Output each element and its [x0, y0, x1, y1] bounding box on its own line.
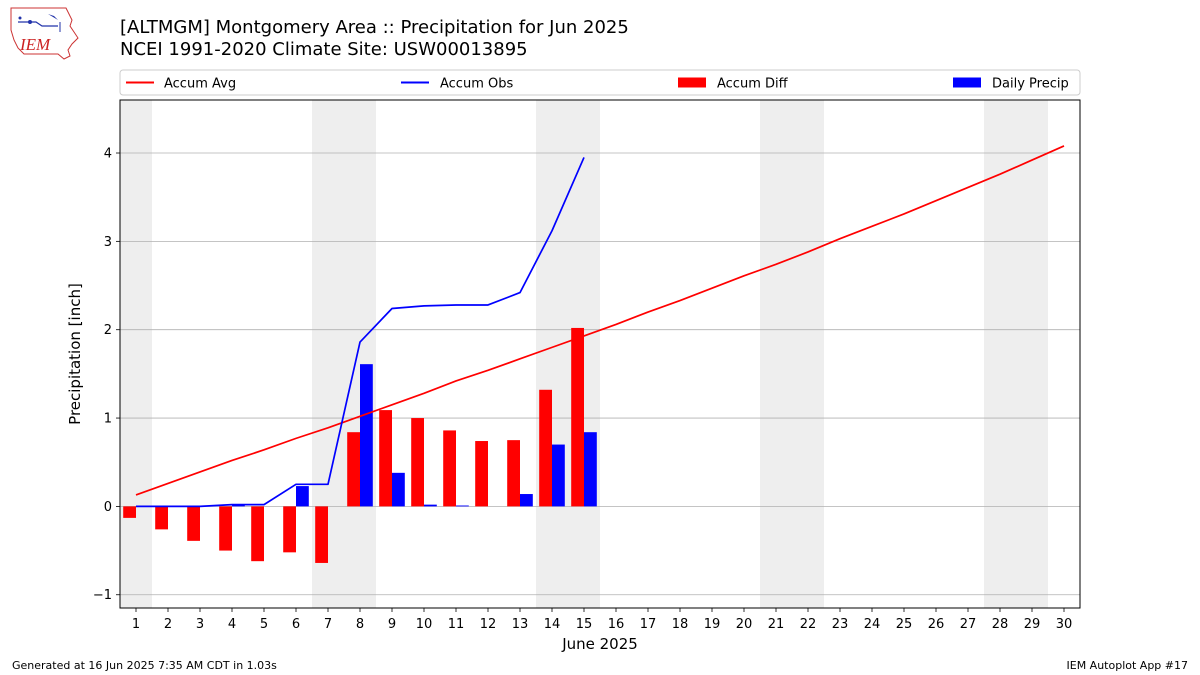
legend-box: [119, 69, 1081, 96]
x-tick-label: 10: [416, 617, 433, 632]
accum-diff-bar: [347, 432, 360, 507]
x-tick-label: 7: [324, 617, 332, 632]
y-tick-label: 3: [104, 235, 112, 250]
x-tick-label: 8: [356, 617, 364, 632]
chart-title: [ALTMGM] Montgomery Area :: Precipitatio…: [120, 17, 629, 38]
accum-diff-bar: [283, 506, 296, 553]
weekend-shade: [344, 100, 376, 608]
x-tick-label: 6: [292, 617, 300, 632]
y-axis-label: Precipitation [inch]: [66, 283, 84, 425]
x-tick-label: 23: [832, 617, 849, 632]
daily-precip-bar: [424, 504, 437, 507]
daily-precip-bar: [520, 494, 533, 507]
accum-diff-bar: [571, 327, 584, 507]
x-tick-label: 16: [608, 617, 625, 632]
plot-frame: [119, 99, 1081, 609]
accum-diff-bar: [411, 418, 424, 507]
x-tick-label: 11: [448, 617, 465, 632]
accum-diff-bar: [219, 506, 232, 551]
x-tick-label: 24: [864, 617, 881, 632]
x-tick-label: 15: [576, 617, 593, 632]
daily-precip-bar: [552, 444, 565, 507]
weekend-shade: [760, 100, 792, 608]
x-tick-label: 5: [260, 617, 268, 632]
x-tick-label: 12: [480, 617, 497, 632]
x-tick-label: 21: [768, 617, 785, 632]
weekend-shade: [984, 100, 1016, 608]
x-tick-label: 19: [704, 617, 721, 632]
accum-diff-bar: [187, 506, 200, 541]
accum-diff-bar: [443, 430, 456, 507]
legend-accum-diff-swatch: [678, 77, 706, 88]
y-tick-label: −1: [93, 588, 112, 603]
legend-accum-avg-label: Accum Avg: [164, 77, 236, 92]
accum-diff-bar: [539, 389, 552, 507]
accum-diff-bar: [379, 410, 392, 507]
accum-diff-bar: [123, 506, 136, 518]
legend-daily-precip-label: Daily Precip: [992, 77, 1069, 92]
x-tick-label: 25: [896, 617, 913, 632]
x-tick-label: 18: [672, 617, 689, 632]
accum-diff-bar: [155, 506, 168, 530]
x-tick-label: 29: [1024, 617, 1041, 632]
x-tick-label: 17: [640, 617, 657, 632]
weekend-shade: [1016, 100, 1048, 608]
x-tick-label: 3: [196, 617, 204, 632]
accum-avg-line: [135, 145, 1065, 496]
accum-diff-bar: [475, 441, 488, 507]
y-tick-label: 0: [104, 500, 112, 515]
daily-precip-bar: [232, 504, 245, 507]
app-label: IEM Autoplot App #17: [1066, 659, 1189, 672]
x-tick-label: 20: [736, 617, 753, 632]
chart-subtitle: NCEI 1991-2020 Climate Site: USW00013895: [120, 39, 528, 60]
daily-precip-bar: [456, 505, 469, 507]
weekend-shade: [120, 100, 152, 608]
x-tick-label: 27: [960, 617, 977, 632]
x-tick-label: 2: [164, 617, 172, 632]
weekend-shade: [536, 100, 568, 608]
accum-obs-line: [136, 157, 585, 508]
x-tick-label: 9: [388, 617, 396, 632]
x-axis-label: June 2025: [561, 635, 638, 653]
daily-precip-bar: [584, 432, 597, 507]
x-tick-label: 1: [132, 617, 140, 632]
x-tick-label: 14: [544, 617, 561, 632]
daily-precip-bar: [392, 472, 405, 507]
generated-timestamp: Generated at 16 Jun 2025 7:35 AM CDT in …: [12, 659, 277, 672]
svg-text:IEM: IEM: [19, 35, 51, 54]
legend-accum-diff-label: Accum Diff: [717, 77, 789, 92]
daily-precip-bar: [296, 486, 309, 507]
x-tick-label: 28: [992, 617, 1009, 632]
accum-diff-bar: [251, 506, 264, 562]
x-tick-label: 30: [1056, 617, 1073, 632]
y-tick-label: 1: [104, 412, 112, 427]
legend-daily-precip-swatch: [953, 77, 981, 88]
y-tick-label: 2: [104, 323, 112, 338]
daily-precip-bar: [360, 364, 373, 507]
weekend-shade: [792, 100, 824, 608]
y-tick-label: 4: [104, 147, 112, 162]
x-tick-label: 22: [800, 617, 817, 632]
x-tick-label: 13: [512, 617, 529, 632]
x-tick-label: 26: [928, 617, 945, 632]
accum-diff-bar: [315, 506, 328, 563]
legend-accum-obs-label: Accum Obs: [440, 77, 513, 92]
accum-diff-bar: [507, 440, 520, 507]
x-tick-label: 4: [228, 617, 236, 632]
iem-logo: IEM: [10, 7, 79, 60]
